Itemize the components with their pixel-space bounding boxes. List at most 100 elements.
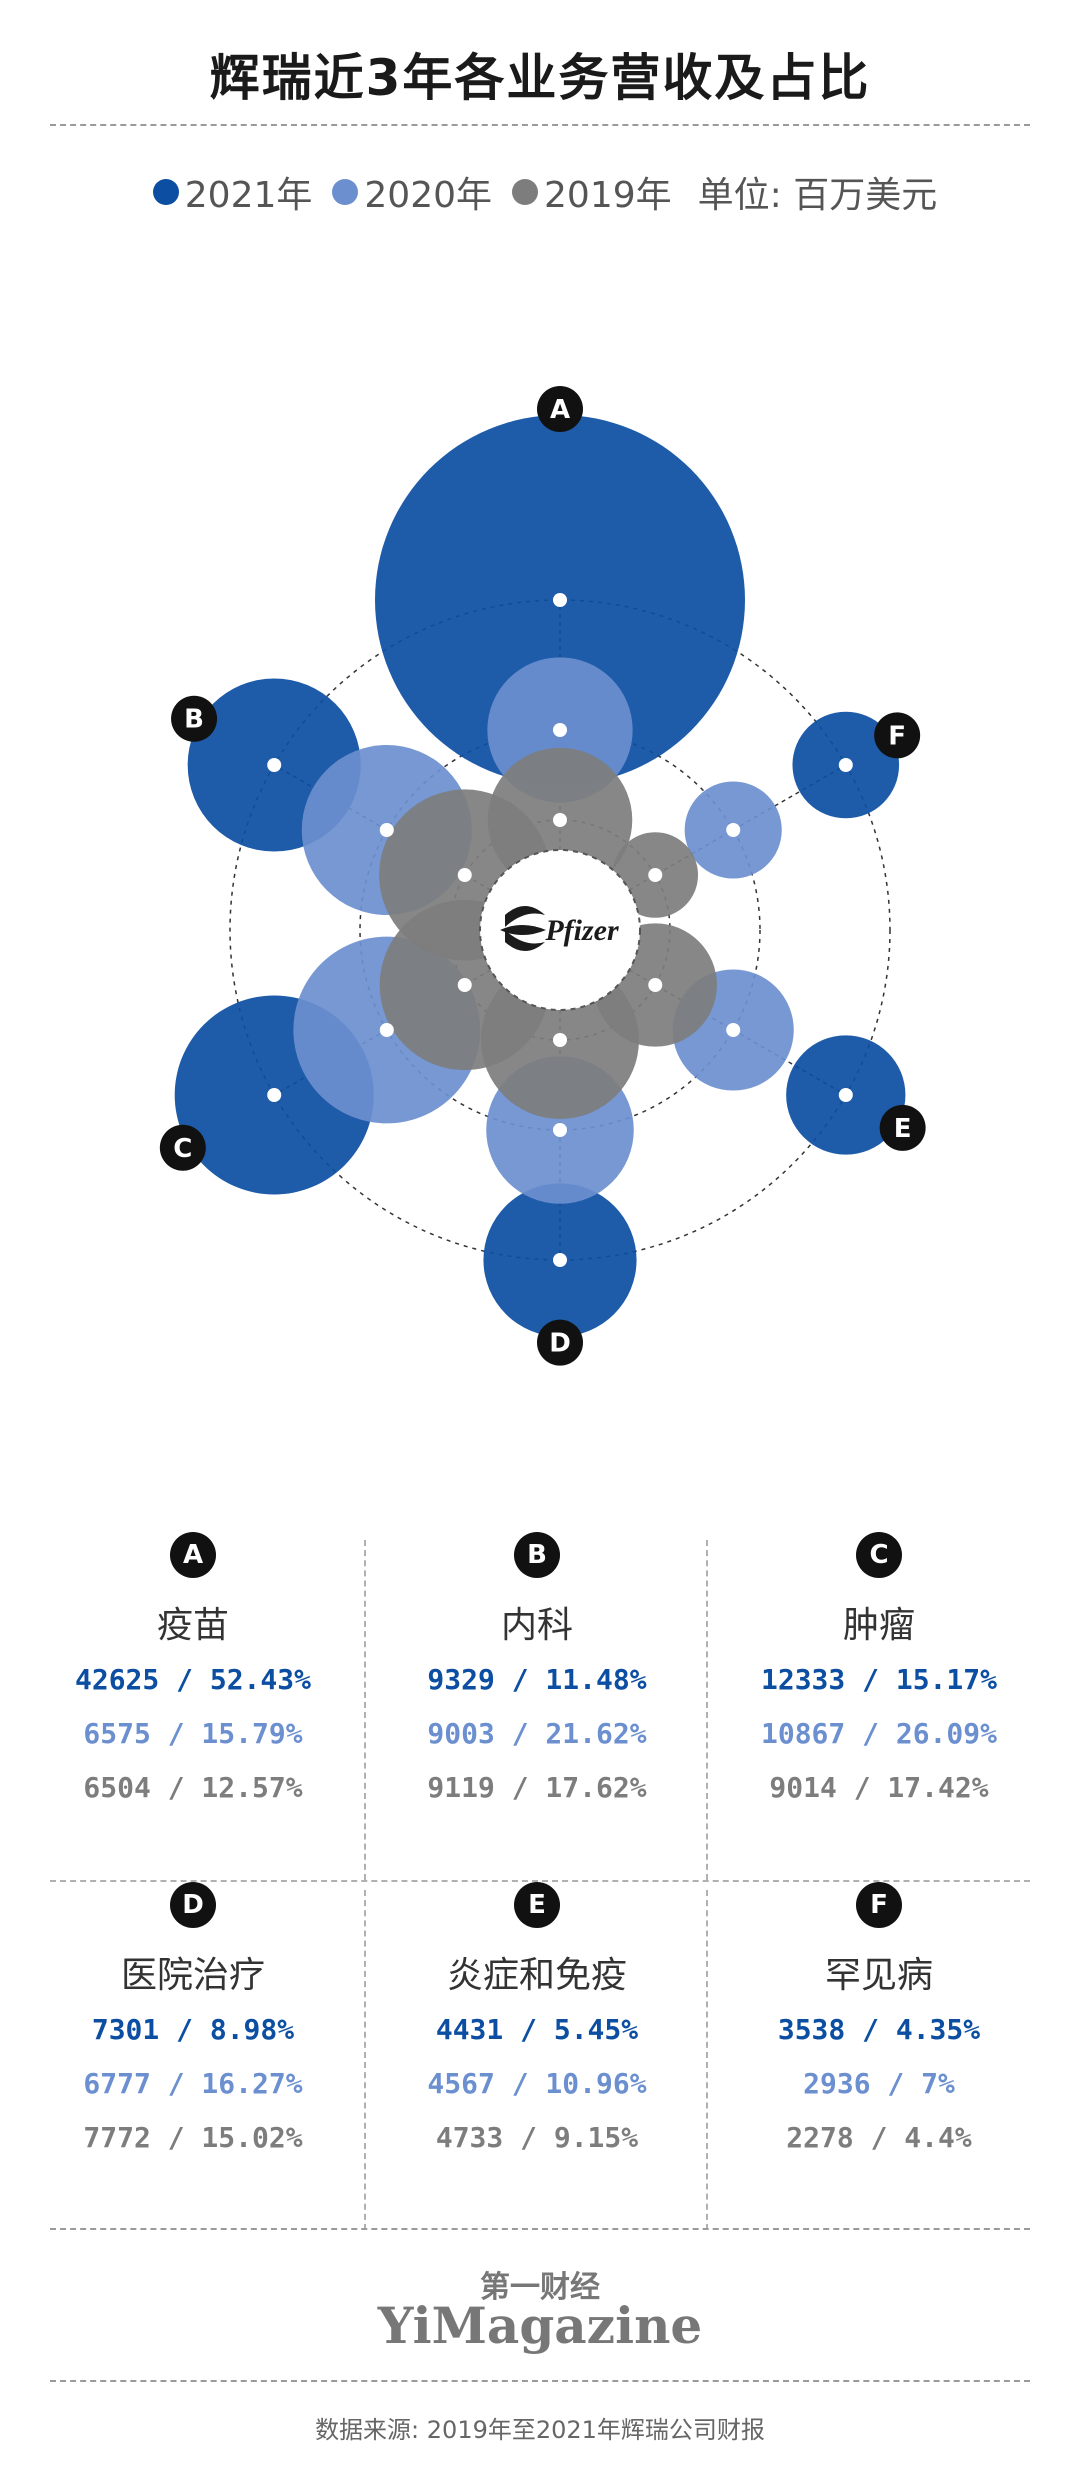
badge-circle-A — [537, 386, 583, 432]
grid-name-A: 疫苗 — [156, 1605, 229, 1646]
grid-value-C-2021年: 12333 / 15.17% — [760, 1663, 997, 1696]
bubble-center-D-2021年 — [553, 1253, 567, 1267]
grid-value-A-2020年: 6575 / 15.79% — [83, 1717, 303, 1750]
grid-value-A-2019年: 6504 / 12.57% — [83, 1771, 303, 1804]
badge-circle-F — [874, 712, 921, 759]
badge-letter-E: E — [894, 1114, 912, 1144]
chart-title: 辉瑞近3年各业务营收及占比 — [209, 49, 871, 107]
grid-divider-h — [50, 1880, 1030, 1882]
badge-letter-F: F — [888, 721, 906, 751]
badge-letter-C: C — [173, 1134, 192, 1164]
footer-divider-top — [50, 2228, 1030, 2230]
bubble-center-D-2019年 — [553, 1033, 567, 1047]
badge-C: C — [159, 1124, 206, 1171]
center-ring — [479, 849, 641, 1011]
brand-cn: 第一财经 — [480, 2270, 600, 2305]
legend-label-2019: 2019年 — [544, 175, 672, 216]
bubble-center-A-2019年 — [553, 813, 567, 827]
brand-logo: YiMagazine — [377, 2296, 703, 2355]
bubble-center-D-2020年 — [553, 1123, 567, 1137]
grid-value-D-2020年: 6777 / 16.27% — [83, 2067, 303, 2100]
grid-value-F-2020年: 2936 / 7% — [803, 2067, 955, 2100]
grid-value-C-2019年: 9014 / 17.42% — [769, 1771, 989, 1804]
grid-cell-A: A 疫苗 42625 / 52.43% 6575 / 15.79% 6504 / 12.… — [20, 1532, 366, 1810]
grid-value-E-2020年: 4567 / 10.96% — [427, 2067, 647, 2100]
category-badges: A B C D E F — [159, 386, 926, 1366]
legend-dot-2020 — [332, 179, 359, 205]
grid-cell-B: B 内科 9329 / 11.48% 9003 / 21.62% 9119 / 17.6… — [364, 1532, 710, 1810]
bubble-center-A-2021年 — [553, 593, 567, 607]
grid-cell-D: D 医院治疗 7301 / 8.98% 6777 / 16.27% 7772 / 15.… — [20, 1882, 366, 2160]
bubble-center-B-2021年 — [267, 758, 282, 772]
badge-B: B — [171, 695, 218, 742]
ring-2021年 — [229, 599, 891, 1261]
data-source: 数据来源: 2019年至2021年辉瑞公司财报 — [315, 2416, 765, 2444]
grid-name-C: 肿瘤 — [842, 1605, 915, 1646]
grid-badge-A: A — [170, 1532, 216, 1578]
center-logo-group: Pfizer — [479, 849, 641, 1011]
bubble-center-B-2019年 — [457, 868, 472, 882]
pfizer-logo-icon — [500, 906, 546, 951]
bubble-center-E-2021年 — [838, 1088, 853, 1102]
grid-name-F: 罕见病 — [824, 1955, 933, 1996]
grid-value-E-2019年: 4733 / 9.15% — [435, 2121, 639, 2154]
grid-value-B-2020年: 9003 / 21.62% — [427, 1717, 647, 1750]
ring-2020年 — [359, 729, 761, 1131]
grid-badge-C: C — [856, 1532, 902, 1578]
bubble-center-E-2019年 — [648, 978, 663, 992]
badge-F: F — [874, 712, 921, 759]
badge-D: D — [537, 1319, 583, 1366]
grid-value-B-2019年: 9119 / 17.62% — [427, 1771, 647, 1804]
grid-name-E: 炎症和免疫 — [446, 1955, 627, 1996]
bubble-center-F-2019年 — [648, 868, 663, 882]
grid-name-B: 内科 — [500, 1605, 573, 1646]
bubble-chart: Pfizer A B C D E F — [159, 386, 926, 1366]
badge-circle-C — [159, 1124, 206, 1171]
grid-cell-C: C 肿瘤 12333 / 15.17% 10867 / 26.09% 9014 / 17… — [706, 1532, 1052, 1810]
grid-value-F-2019年: 2278 / 4.4% — [786, 2121, 972, 2154]
grid-badge-D: D — [170, 1882, 216, 1928]
legend-item-2019: 2019年 — [512, 166, 672, 218]
bubble-center-C-2020年 — [379, 1023, 394, 1037]
badge-letter-B: B — [184, 705, 204, 735]
grid-badge-B: B — [514, 1532, 560, 1578]
grid-value-B-2021年: 9329 / 11.48% — [427, 1663, 647, 1696]
grid-badge-F: F — [856, 1882, 902, 1928]
badge-circle-E — [879, 1104, 926, 1151]
bubble-center-A-2020年 — [553, 723, 567, 737]
badge-circle-D — [537, 1319, 583, 1366]
grid-value-D-2021年: 7301 / 8.98% — [91, 2013, 295, 2046]
grid-divider-v3 — [364, 1890, 366, 2230]
legend-label-2021: 2021年 — [184, 175, 313, 216]
grid-value-E-2021年: 4431 / 5.45% — [435, 2013, 639, 2046]
bubble-center-E-2020年 — [726, 1023, 741, 1037]
legend-unit: 单位: 百万美元 — [697, 175, 938, 216]
badge-circle-B — [171, 695, 218, 742]
grid-cell-E: E 炎症和免疫 4431 / 5.45% 4567 / 10.96% 4733 / 9.… — [364, 1882, 710, 2160]
grid-divider-v2 — [706, 1540, 708, 1880]
badge-letter-A: A — [550, 395, 570, 425]
legend-item-2020: 2020年 — [332, 166, 492, 218]
legend-dot-2019 — [512, 179, 539, 205]
legend: 2021年 2020年 2019年 单位: 百万美元 — [0, 166, 1080, 218]
grid-divider-v1 — [364, 1540, 366, 1880]
bubble-center-C-2021年 — [267, 1088, 282, 1102]
grid-divider-v4 — [706, 1890, 708, 2230]
grid-value-C-2020年: 10867 / 26.09% — [760, 1717, 997, 1750]
badge-E: E — [879, 1104, 926, 1151]
grid-badge-E: E — [514, 1882, 560, 1928]
bubble-center-C-2019年 — [457, 978, 472, 992]
legend-dot-2021 — [152, 179, 179, 205]
badge-letter-D: D — [549, 1329, 571, 1359]
title-divider — [50, 124, 1030, 126]
bubble-center-F-2020年 — [726, 823, 741, 837]
grid-value-F-2021年: 3538 / 4.35% — [777, 2013, 981, 2046]
grid-name-D: 医院治疗 — [120, 1955, 265, 1996]
grid-value-A-2021年: 42625 / 52.43% — [74, 1663, 311, 1696]
grid-cell-F: F 罕见病 3538 / 4.35% 2936 / 7% 2278 / 4.4% — [706, 1882, 1052, 2160]
legend-label-2020: 2020年 — [364, 175, 493, 216]
badge-A: A — [537, 386, 583, 432]
grid-value-D-2019年: 7772 / 15.02% — [83, 2121, 303, 2154]
center-logo-text: Pfizer — [544, 914, 619, 947]
bubble-center-F-2021年 — [838, 758, 853, 772]
